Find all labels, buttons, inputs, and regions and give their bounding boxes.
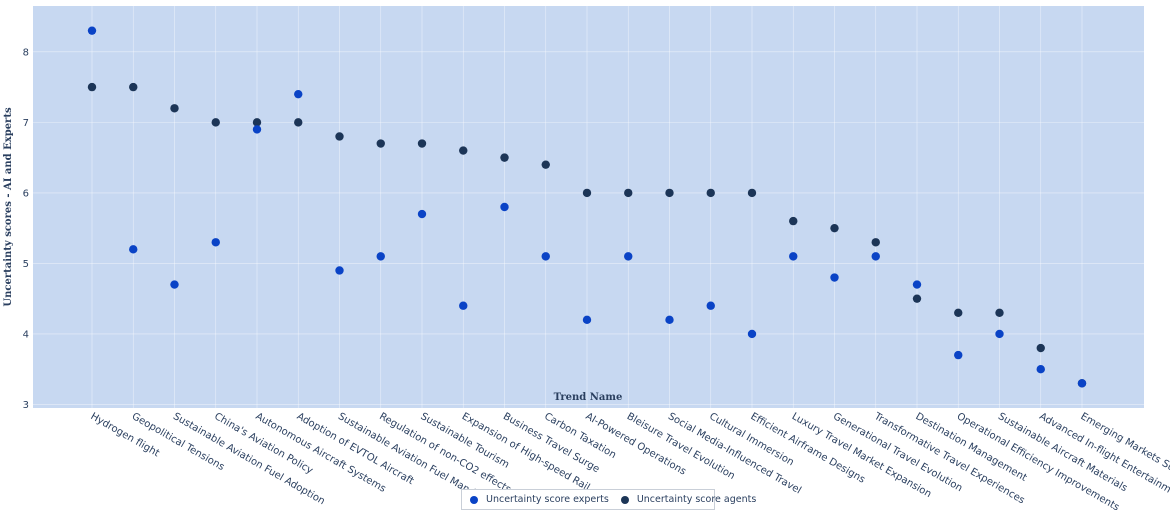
y-tick-label: 8 <box>23 47 29 58</box>
expert-score-point[interactable] <box>830 273 839 282</box>
expert-score-point[interactable] <box>582 315 592 325</box>
agent-score-point[interactable] <box>706 188 715 198</box>
agent-score-point[interactable] <box>252 118 262 127</box>
expert-score-point[interactable] <box>376 252 385 261</box>
expert-score-point[interactable] <box>459 301 468 310</box>
agent-score-point[interactable] <box>954 308 963 317</box>
expert-score-point[interactable] <box>665 315 674 325</box>
legend-label-agents: Uncertainty score agents <box>636 494 757 505</box>
expert-score-point[interactable] <box>624 252 633 261</box>
expert-score-point[interactable] <box>252 125 262 134</box>
expert-score-point[interactable] <box>1036 365 1045 374</box>
y-axis-title: Uncertainty scores - AI and Experts <box>3 107 14 307</box>
expert-score-point[interactable] <box>954 350 963 360</box>
grid-lines <box>33 6 1144 408</box>
agent-score-point[interactable] <box>665 188 674 198</box>
agent-score-point[interactable] <box>459 146 468 155</box>
agent-score-point[interactable] <box>995 308 1004 317</box>
legend: Uncertainty score experts Uncertainty sc… <box>461 489 756 510</box>
agent-score-point[interactable] <box>129 82 138 92</box>
agent-score-point[interactable] <box>294 118 303 127</box>
y-tick-labels: 3 4 5 6 7 8 <box>23 47 29 411</box>
agent-score-point[interactable] <box>170 104 179 113</box>
legend-label-experts: Uncertainty score experts <box>486 494 609 505</box>
y-tick-label: 5 <box>23 259 29 270</box>
agent-score-point[interactable] <box>624 188 633 198</box>
x-tick-label: Transformative Travel Experiences <box>871 411 1026 507</box>
expert-score-point[interactable] <box>747 329 757 339</box>
agent-score-point[interactable] <box>87 82 97 92</box>
data-points <box>87 26 1087 388</box>
expert-score-point[interactable] <box>541 252 550 261</box>
agent-score-point[interactable] <box>1036 343 1045 353</box>
agent-score-point[interactable] <box>912 294 922 303</box>
legend-marker-experts <box>470 495 478 504</box>
agent-score-point[interactable] <box>789 216 798 226</box>
y-tick-label: 6 <box>23 188 29 199</box>
expert-score-point[interactable] <box>294 89 303 99</box>
agent-score-point[interactable] <box>335 132 344 141</box>
agent-score-point[interactable] <box>541 160 550 169</box>
expert-score-point[interactable] <box>995 329 1004 339</box>
y-tick-label: 3 <box>23 400 29 411</box>
expert-score-point[interactable] <box>912 280 922 289</box>
expert-score-point[interactable] <box>170 280 179 289</box>
plot-area <box>33 6 1144 408</box>
x-tick-label: Hydrogen flight <box>89 411 162 459</box>
agent-score-point[interactable] <box>830 223 839 233</box>
legend-marker-agents <box>620 495 629 504</box>
y-tick-label: 4 <box>23 329 29 340</box>
agent-score-point[interactable] <box>417 139 427 148</box>
expert-score-point[interactable] <box>417 209 427 219</box>
expert-score-point[interactable] <box>706 301 715 310</box>
legend-item-agents[interactable]: Uncertainty score agents <box>620 494 757 505</box>
expert-score-point[interactable] <box>129 245 138 254</box>
expert-score-point[interactable] <box>87 26 97 35</box>
legend-item-experts[interactable]: Uncertainty score experts <box>470 494 609 505</box>
x-axis-title: Trend Name <box>554 392 623 403</box>
agent-score-point[interactable] <box>871 238 880 247</box>
agent-score-point[interactable] <box>747 188 757 198</box>
expert-score-point[interactable] <box>211 238 220 247</box>
expert-score-point[interactable] <box>871 252 880 261</box>
agent-score-point[interactable] <box>582 188 592 198</box>
agent-score-point[interactable] <box>376 139 385 148</box>
expert-score-point[interactable] <box>789 252 798 261</box>
expert-score-point[interactable] <box>335 266 344 275</box>
y-tick-label: 7 <box>23 118 29 129</box>
agent-score-point[interactable] <box>500 153 509 162</box>
expert-score-point[interactable] <box>500 202 509 212</box>
agent-score-point[interactable] <box>211 118 220 127</box>
expert-score-point[interactable] <box>1077 379 1087 388</box>
